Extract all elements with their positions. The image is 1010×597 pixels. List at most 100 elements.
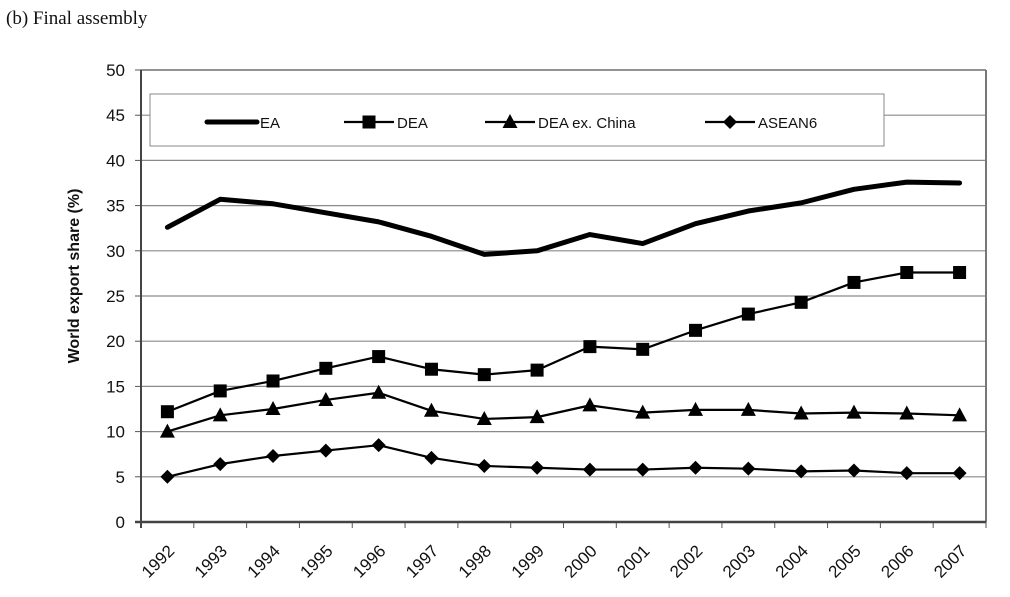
data-point	[635, 404, 651, 419]
x-tick-label: 1996	[349, 541, 389, 581]
data-point	[213, 384, 227, 398]
data-point	[794, 464, 809, 479]
series-line	[166, 391, 961, 433]
data-point	[265, 401, 281, 415]
plot-frame	[135, 69, 987, 528]
data-point	[530, 363, 544, 377]
legend-label: DEA	[397, 115, 428, 132]
y-tick-label: 15	[106, 377, 125, 396]
legend-item: DEA ex. China	[485, 114, 636, 132]
data-point	[160, 469, 175, 484]
x-tick-label: 1993	[191, 541, 231, 581]
data-point	[319, 361, 333, 375]
x-axis-ticks: 1992 1993 1994 1995 1996 1997 1998 1999 2000 2001…	[138, 522, 987, 582]
x-tick-label: 2001	[613, 541, 653, 581]
y-tick-label: 30	[106, 242, 125, 261]
data-point	[899, 405, 915, 420]
data-point	[636, 342, 650, 356]
series-ea	[164, 179, 963, 257]
x-tick-label: 2002	[666, 541, 706, 581]
legend-label: ASEAN6	[758, 115, 817, 132]
series-dea	[160, 265, 967, 419]
legend-item: ASEAN6	[705, 115, 817, 132]
data-point	[952, 407, 968, 422]
series-dea-ex-china	[159, 384, 968, 438]
data-point	[793, 405, 809, 420]
legend-item: EA	[204, 115, 280, 132]
data-point	[688, 401, 704, 416]
data-point	[371, 438, 386, 453]
data-point	[583, 340, 597, 354]
data-point	[266, 449, 281, 464]
x-tick-label: 2005	[825, 541, 865, 581]
x-tick-label: 1995	[296, 541, 336, 581]
x-tick-label: 1998	[455, 541, 495, 581]
y-axis-ticks: 0 5 10 15 20 25 30 35 40 45 50	[106, 61, 141, 532]
data-point	[424, 362, 438, 376]
legend-label: DEA ex. China	[538, 115, 636, 132]
data-point	[953, 265, 967, 279]
data-point	[582, 397, 598, 412]
legend-label: EA	[260, 115, 280, 132]
legend: EA DEA DEA ex. China ASEAN6	[149, 93, 885, 147]
y-tick-label: 50	[106, 61, 125, 80]
data-point	[424, 450, 439, 465]
y-tick-label: 40	[106, 151, 125, 170]
data-point	[530, 460, 545, 475]
x-tick-label: 1999	[508, 541, 548, 581]
series-line	[164, 179, 963, 257]
x-tick-label: 1992	[138, 541, 178, 581]
data-point	[899, 466, 914, 481]
legend-marker	[502, 114, 518, 128]
data-point	[741, 307, 755, 321]
data-point	[529, 409, 545, 424]
data-point	[952, 466, 967, 481]
data-point	[900, 265, 914, 279]
y-axis-label: World export share (%)	[66, 189, 83, 364]
data-point	[846, 463, 861, 478]
data-point	[582, 462, 597, 477]
data-point	[847, 275, 861, 289]
data-point	[476, 410, 492, 425]
legend-marker	[723, 115, 737, 129]
series-line	[166, 444, 961, 478]
data-point	[213, 457, 228, 472]
x-tick-label: 1994	[244, 541, 284, 581]
y-tick-label: 0	[116, 513, 125, 532]
series-asean6	[160, 438, 967, 484]
data-point	[159, 423, 175, 438]
data-point	[688, 460, 703, 475]
data-point	[635, 462, 650, 477]
data-point	[318, 391, 334, 406]
x-tick-label: 2006	[877, 541, 917, 581]
data-point	[160, 405, 174, 419]
figure-caption: (b) Final assembly	[6, 8, 148, 29]
y-tick-label: 25	[106, 287, 125, 306]
y-tick-label: 20	[106, 332, 125, 351]
data-point	[266, 374, 280, 388]
x-tick-label: 2003	[719, 541, 759, 581]
y-tick-label: 5	[116, 468, 125, 487]
legend-marker	[362, 115, 376, 129]
data-point	[477, 368, 491, 382]
y-tick-label: 10	[106, 423, 125, 442]
data-point	[794, 295, 808, 309]
y-tick-label: 45	[106, 106, 125, 125]
y-tick-label: 35	[106, 197, 125, 216]
data-point	[740, 401, 756, 416]
x-tick-label: 2004	[772, 541, 812, 581]
data-point	[372, 350, 386, 364]
x-tick-label: 2000	[561, 541, 601, 581]
x-tick-label: 1997	[402, 541, 442, 581]
data-point	[318, 443, 333, 458]
data-point	[741, 461, 756, 476]
data-point	[371, 384, 387, 399]
legend-item: DEA	[344, 115, 428, 132]
x-tick-label: 2007	[930, 541, 970, 581]
data-point	[846, 404, 862, 419]
data-point	[689, 323, 703, 337]
data-point	[477, 458, 492, 473]
series-line	[166, 271, 961, 413]
data-point	[212, 407, 228, 422]
